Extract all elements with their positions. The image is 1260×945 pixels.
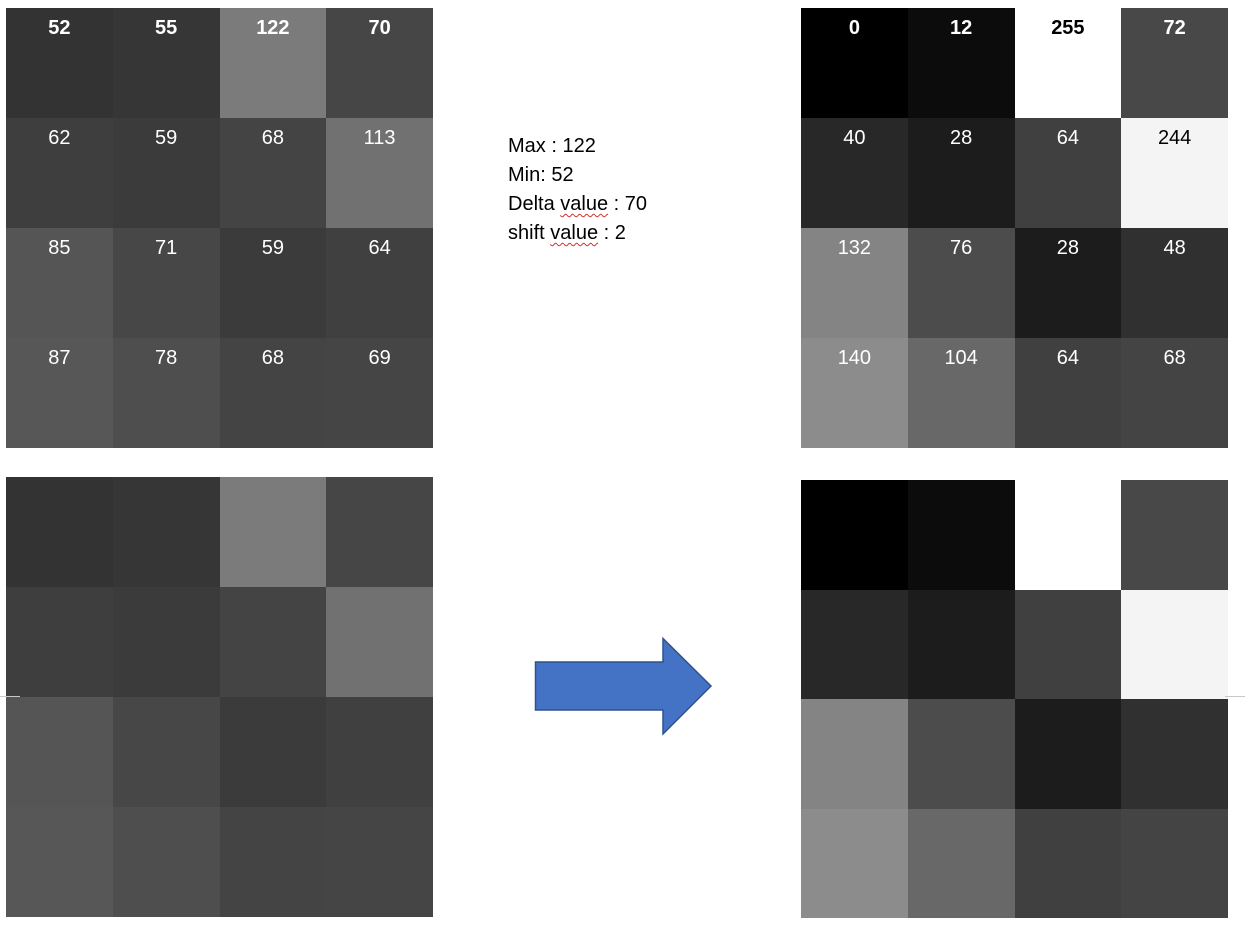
pixel-cell: 28	[907, 118, 1015, 228]
delta-line: Delta value : 70	[508, 193, 647, 215]
pixel-cell: 0	[801, 8, 908, 118]
pixel-cell	[1014, 480, 1122, 590]
pixel-cell: 70	[326, 8, 433, 118]
pixel-cell: 78	[112, 338, 220, 448]
pixel-cell: 64	[326, 228, 433, 338]
pixel-cell	[907, 589, 1015, 699]
pixel-cell: 64	[1014, 118, 1122, 228]
pixel-cell	[326, 807, 433, 917]
pixel-cell: 87	[6, 338, 113, 448]
pixel-cell: 28	[1014, 228, 1122, 338]
pixel-cell: 113	[326, 118, 433, 228]
pixel-cell	[1121, 699, 1228, 809]
pixel-cell	[1014, 589, 1122, 699]
pixel-cell: 68	[219, 338, 327, 448]
pixel-cell: 59	[112, 118, 220, 228]
pixel-cell: 71	[112, 228, 220, 338]
pixel-cell	[219, 587, 327, 697]
pixel-cell: 255	[1014, 8, 1122, 118]
pixel-cell: 104	[907, 338, 1015, 448]
pixel-cell	[907, 480, 1015, 590]
pixel-cell	[1014, 699, 1122, 809]
pixel-cell	[326, 477, 433, 587]
pixel-cell	[6, 587, 113, 697]
output-image-preview	[801, 480, 1228, 918]
pixel-cell	[6, 697, 113, 807]
pixel-cell	[1121, 480, 1228, 590]
pixel-cell: 76	[907, 228, 1015, 338]
input-matrix-labeled: 52 55 122 70 62 59 68 113 85 71 59 64 87 78 68 69	[6, 8, 433, 448]
pixel-cell	[112, 587, 220, 697]
pixel-cell: 122	[219, 8, 327, 118]
pixel-cell: 140	[801, 338, 908, 448]
pixel-cell: 62	[6, 118, 113, 228]
pixel-cell: 12	[907, 8, 1015, 118]
right-arrow-icon	[534, 637, 713, 736]
pixel-cell	[112, 697, 220, 807]
shift-line: shift value : 2	[508, 222, 626, 244]
pixel-cell: 68	[219, 118, 327, 228]
pixel-cell: 69	[326, 338, 433, 448]
pixel-cell: 72	[1121, 8, 1228, 118]
pixel-cell	[219, 697, 327, 807]
pixel-cell: 132	[801, 228, 908, 338]
pixel-cell	[801, 589, 908, 699]
pixel-cell: 64	[1014, 338, 1122, 448]
pixel-cell: 55	[112, 8, 220, 118]
pixel-cell: 59	[219, 228, 327, 338]
pixel-cell: 68	[1121, 338, 1228, 448]
pixel-cell: 40	[801, 118, 908, 228]
pixel-cell	[801, 480, 908, 590]
pixel-cell	[219, 477, 327, 587]
min-line: Min: 52	[508, 164, 574, 186]
pixel-cell	[1121, 589, 1228, 699]
pixel-cell	[326, 697, 433, 807]
pixel-cell	[112, 477, 220, 587]
pixel-cell	[907, 808, 1015, 918]
max-line: Max : 122	[508, 135, 596, 157]
pixel-cell	[907, 699, 1015, 809]
pixel-cell: 52	[6, 8, 113, 118]
pixel-cell	[112, 807, 220, 917]
divider-left	[0, 696, 20, 697]
pixel-cell	[326, 587, 433, 697]
pixel-cell	[801, 699, 908, 809]
pixel-cell	[6, 807, 113, 917]
pixel-cell: 244	[1121, 118, 1228, 228]
pixel-cell	[1121, 808, 1228, 918]
stretch-parameters: Max : 122 Min: 52 Delta value : 70 shift…	[508, 132, 647, 248]
pixel-cell	[1014, 808, 1122, 918]
pixel-cell: 48	[1121, 228, 1228, 338]
pixel-cell	[219, 807, 327, 917]
divider-right	[1225, 696, 1245, 697]
pixel-cell	[6, 477, 113, 587]
pixel-cell	[801, 808, 908, 918]
input-image-preview	[6, 477, 433, 917]
pixel-cell: 85	[6, 228, 113, 338]
output-matrix-labeled: 0 12 255 72 40 28 64 244 132 76 28 48 140 104 64 68	[801, 8, 1228, 448]
